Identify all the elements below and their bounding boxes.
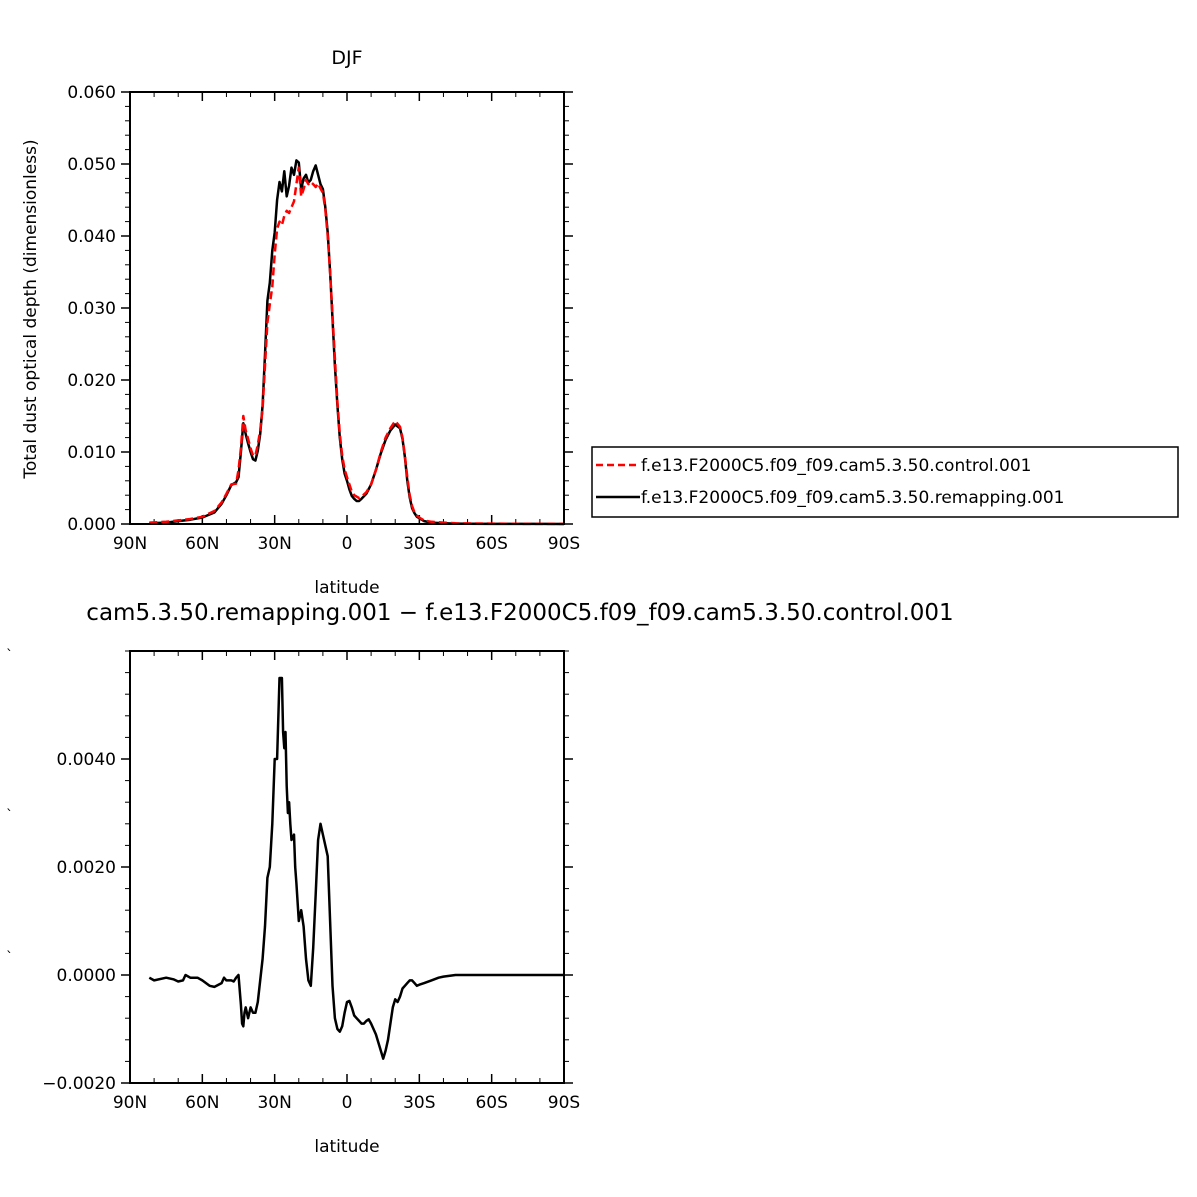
top-chart: DJF Total dust optical depth (dimensionl… <box>21 47 580 598</box>
x-tick-label: 30S <box>403 534 435 554</box>
x-tick-label: 0 <box>342 1093 353 1113</box>
y-tick-label: 0.040 <box>67 227 116 247</box>
y-tick-label: 0.0020 <box>57 858 116 878</box>
top-chart-ticks <box>121 91 573 525</box>
top-chart-plot-frame <box>129 91 565 525</box>
y-tick-label: 0.000 <box>67 515 116 535</box>
bottom-chart-ylabel-fragment: ` <box>6 950 13 966</box>
top-chart-y-axis-label: Total dust optical depth (dimensionless) <box>21 139 41 479</box>
bottom-chart-ylabel-fragment: ` <box>6 648 13 664</box>
x-tick-label: 30N <box>257 1093 291 1113</box>
legend-label-control: f.e13.F2000C5.f09_f09.cam5.3.50.control.… <box>641 456 1032 476</box>
bottom-chart-x-axis-label: latitude <box>314 1137 379 1157</box>
legend: f.e13.F2000C5.f09_f09.cam5.3.50.control.… <box>591 446 1179 518</box>
top-chart-x-axis-label: latitude <box>314 578 379 598</box>
top-chart-series <box>149 159 565 526</box>
x-tick-label: 60N <box>185 534 219 554</box>
top-chart-tick-labels: 90N 60N 30N 0 30S 60S 90S 0.000 0.010 0.020 0.030 0… <box>67 83 580 554</box>
series-line-1-0 <box>148 676 564 1060</box>
series-line-0-0 <box>149 159 565 526</box>
x-tick-label: 60S <box>475 1093 507 1113</box>
x-tick-label: 90N <box>113 534 147 554</box>
series-line-0-1 <box>149 166 564 526</box>
x-tick-label: 30N <box>257 534 291 554</box>
x-tick-label: 60N <box>185 1093 219 1113</box>
bottom-chart-title: cam5.3.50.remapping.001 − f.e13.F2000C5.… <box>86 600 953 626</box>
x-tick-label: 30S <box>403 1093 435 1113</box>
bottom-chart: cam5.3.50.remapping.001 − f.e13.F2000C5.… <box>6 600 954 1157</box>
x-tick-label: 90S <box>548 534 580 554</box>
legend-box <box>591 446 1179 518</box>
y-tick-label: −0.0020 <box>42 1074 116 1094</box>
y-tick-label: 0.060 <box>67 83 116 103</box>
y-tick-label: 0.050 <box>67 155 116 175</box>
x-tick-label: 0 <box>342 534 353 554</box>
top-chart-title: DJF <box>331 47 362 69</box>
y-tick-label: 0.0000 <box>57 966 116 986</box>
y-tick-label: 0.020 <box>67 371 116 391</box>
x-tick-label: 60S <box>475 534 507 554</box>
bottom-chart-series <box>148 676 564 1060</box>
y-tick-label: 0.0040 <box>57 750 116 770</box>
y-tick-label: 0.010 <box>67 443 116 463</box>
bottom-chart-plot-frame <box>129 650 565 1084</box>
y-tick-label: 0.030 <box>67 299 116 319</box>
bottom-chart-ylabel-fragment: ` <box>6 808 13 824</box>
x-tick-label: 90S <box>548 1093 580 1113</box>
legend-label-remapping: f.e13.F2000C5.f09_f09.cam5.3.50.remappin… <box>641 488 1065 508</box>
x-tick-label: 90N <box>113 1093 147 1113</box>
bottom-chart-ticks <box>121 650 573 1084</box>
bottom-chart-tick-labels: 90N 60N 30N 0 30S 60S 90S −0.0020 0.0000 0.0020 0.… <box>42 750 580 1113</box>
